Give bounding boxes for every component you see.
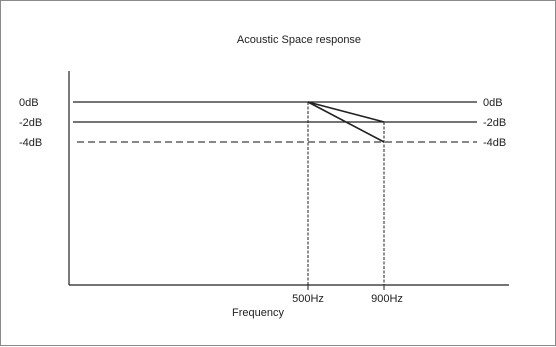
level-label-right-0db: 0dB <box>483 97 503 109</box>
diagram-title: Acoustic Space response <box>237 34 361 46</box>
x-axis-label: Frequency <box>232 307 284 319</box>
level-label-left-0db: 0dB <box>19 97 39 109</box>
level-label-left-minus2db: -2dB <box>19 117 42 129</box>
slope-line-to-minus2db <box>307 101 385 123</box>
marker-label-900hz: 900Hz <box>371 293 403 305</box>
level-label-right-minus4db: -4dB <box>483 137 506 149</box>
level-label-right-minus2db: -2dB <box>483 117 506 129</box>
level-label-left-minus4db: -4dB <box>19 137 42 149</box>
slope-line-to-minus4db <box>307 101 385 143</box>
marker-label-500hz: 500Hz <box>292 293 324 305</box>
